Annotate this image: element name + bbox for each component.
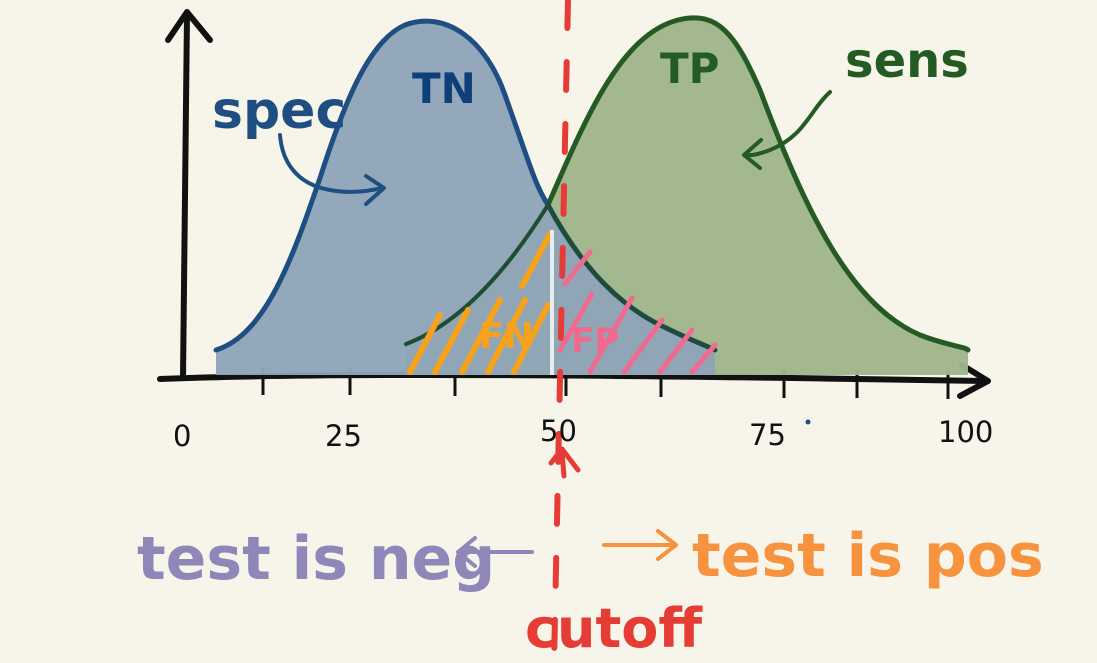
y-axis-arrow <box>165 9 213 43</box>
cutoff-label: cutoff <box>525 597 703 660</box>
positive-side-label: test is pos <box>692 521 1044 591</box>
tick-label-75: 75 <box>749 418 786 452</box>
cutoff-arrow <box>548 446 581 479</box>
negative-arrowhead <box>456 536 477 568</box>
sens-arrowhead <box>742 138 763 170</box>
spec-label: spec <box>212 81 346 141</box>
overlap-outline <box>404 201 717 352</box>
tick-label-25: 25 <box>325 419 362 453</box>
tick-label-0: 0 <box>173 419 191 453</box>
sens-arrow <box>742 90 832 158</box>
fn-label: FN <box>479 316 534 357</box>
fp-label: FP <box>571 321 619 361</box>
x-axis-arrow <box>957 362 991 399</box>
fp-hatch <box>557 249 718 375</box>
tick-label-50: 50 <box>540 414 577 448</box>
spec-arrowhead <box>364 174 386 206</box>
fn-hatch <box>407 231 551 375</box>
tn-label: TN <box>412 64 476 113</box>
tp-label: TP <box>660 44 719 93</box>
positive-arrowhead <box>656 529 678 561</box>
x-axis-line <box>157 371 988 384</box>
spec-arrow <box>278 133 384 194</box>
cutoff-line <box>551 0 571 663</box>
sens-label: sens <box>845 33 969 89</box>
negative-distribution-area <box>216 21 715 375</box>
negative-side-label: test is neg <box>137 524 495 594</box>
y-axis-line <box>180 11 190 381</box>
dot-mark <box>805 419 811 425</box>
tick-label-100: 100 <box>938 415 993 449</box>
